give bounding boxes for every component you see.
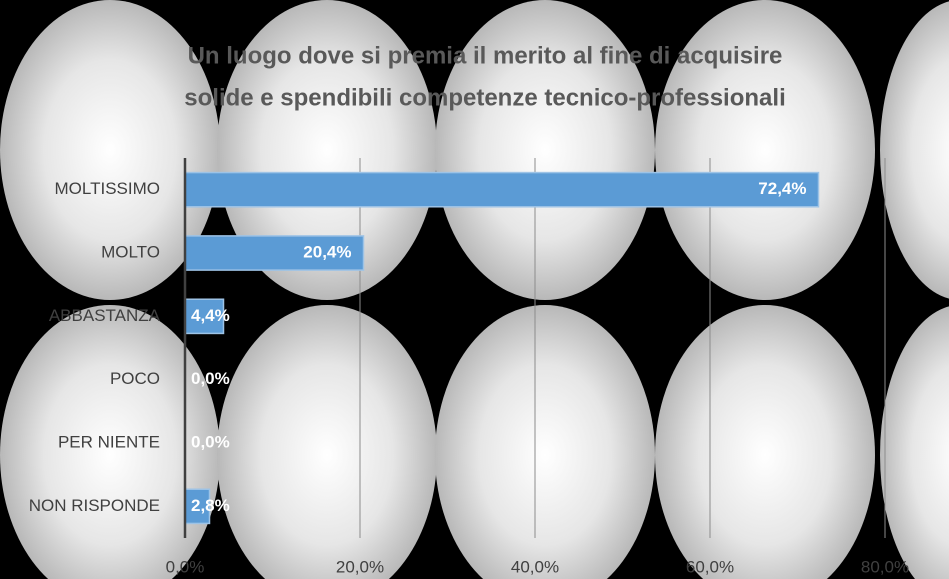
bar [184, 298, 225, 335]
x-tick-label: 40,0% [511, 557, 559, 576]
y-tick-label: PER NIENTE [58, 432, 160, 451]
x-tick-label: 80,0% [861, 557, 909, 576]
data-label: 20,4% [303, 242, 351, 261]
data-label: 72,4% [758, 179, 806, 198]
data-label: 4,4% [191, 306, 230, 325]
data-label: 2,8% [191, 496, 230, 515]
data-label: 0,0% [191, 432, 230, 451]
y-tick-label: MOLTISSIMO [55, 179, 160, 198]
bar [184, 171, 820, 208]
bar [184, 235, 365, 271]
data-label: 0,0% [191, 369, 230, 388]
bar [184, 488, 211, 525]
y-tick-label: ABBASTANZA [49, 306, 161, 325]
x-tick-label: 0,0% [166, 557, 205, 576]
x-tick-label: 20,0% [336, 557, 384, 576]
chart-title: Un luogo dove si premia il merito al fin… [188, 42, 783, 69]
chart-subtitle: solide e spendibili competenze tecnico-p… [184, 84, 785, 111]
y-tick-label: NON RISPONDE [29, 496, 160, 515]
x-tick-label: 60,0% [686, 557, 734, 576]
y-tick-label: POCO [110, 369, 160, 388]
y-tick-label: MOLTO [101, 242, 160, 261]
